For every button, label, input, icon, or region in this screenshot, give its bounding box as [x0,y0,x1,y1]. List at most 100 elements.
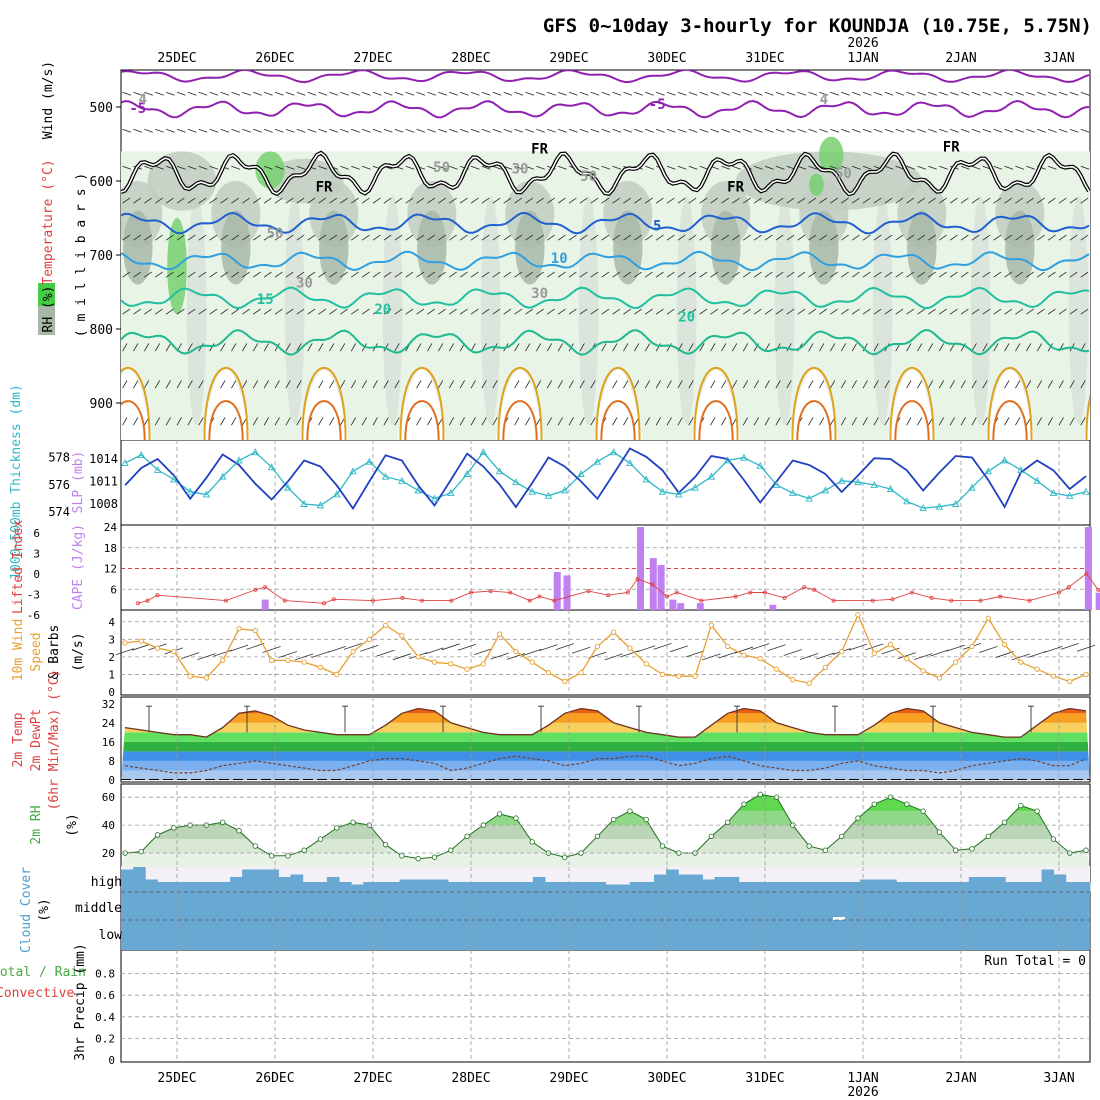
wind-barb [873,234,882,241]
thickness-point [984,467,993,475]
wind-barb [721,271,730,278]
wind10-point [627,645,633,651]
cape-bar [677,603,685,610]
wind-barb [645,91,654,96]
warm-core [397,369,447,440]
wind-barb [710,343,716,352]
wind-barb [252,308,261,315]
wind-barb [535,380,542,389]
wind-barb [895,165,905,170]
cloud-gap [833,917,845,920]
wind-barb [394,234,403,241]
wind-barb [949,308,958,315]
wind-barb [699,91,709,96]
thickness-point [1049,489,1058,497]
wind-barb [122,197,131,204]
wind-barb [525,343,531,352]
rh-point [529,839,535,845]
wind-barb [481,197,490,204]
thickness-point [675,490,683,498]
wind-barb [590,234,599,241]
wind-barb [1004,417,1010,426]
thickness-point [1033,476,1041,484]
wind-barb [318,343,324,352]
wind10-tick: 4 [108,616,115,629]
wind-barb [786,417,792,426]
wind-barb [732,234,740,241]
wind-barb [623,308,632,315]
wind-barb [644,234,653,241]
wind-barb [710,308,719,315]
wind-barb [470,417,476,426]
wind-barb [971,165,981,170]
wind-barb [133,128,143,133]
thickness-point [300,500,308,507]
wind-barb [601,197,610,204]
wind-barb [372,380,378,389]
warm-contour [987,366,1033,441]
li-point [586,589,591,594]
thickness-point [886,485,895,492]
wind-barb [503,271,512,278]
wind-barb [688,165,698,170]
wind-barb [242,234,250,241]
x-tick-bottom: 3JAN [1043,1071,1074,1086]
cloud-high-bar [690,874,703,892]
wind-barb [274,271,283,278]
wind-barb [470,343,476,352]
thickness-point [789,489,797,497]
cape-bar [769,604,777,610]
wind10-barb [360,644,379,652]
li-point [488,589,493,594]
temp-band [121,741,1090,752]
wind-barb [1004,234,1013,241]
wind-barb [928,197,936,204]
wind-barb [557,234,566,241]
wind-barb [427,234,436,241]
wind-barb [753,271,762,278]
thickness-point [1017,465,1025,473]
wind10-barb [262,646,281,653]
wind-barb [917,91,927,96]
rh-shade [319,210,349,285]
wind-barb [329,197,338,204]
wind-barb [971,343,977,352]
li-point [949,598,954,603]
rh-shade [872,195,893,426]
wind-barb [459,197,468,204]
wind-barb [688,343,694,352]
axis-label-temp-a: 2m Temp [11,712,26,767]
wind-barb [133,197,142,204]
wind-barb [252,380,259,389]
wind-barb [187,197,196,204]
wind-barb [220,197,229,204]
wind-barb [176,197,185,204]
wind-barb [808,91,818,96]
wind-barb [568,197,577,204]
wind-barb [503,165,513,170]
wind-barb [1047,417,1053,426]
wind-barb [1015,165,1025,170]
rh-point [920,808,926,814]
li-point [1057,590,1062,595]
wind-barb [339,380,346,389]
li-point [449,598,454,603]
wind-barb [220,234,229,241]
wind-barb [1047,343,1053,352]
wind10-barb [181,652,200,659]
contour-label: 30 [531,286,548,302]
contour-label: FR [531,142,548,158]
cloud-high-bar [339,882,352,892]
cloud-high-bar [920,882,934,892]
wind-barb [830,308,838,315]
warm-contour [502,400,538,441]
wind10-point [1083,671,1089,678]
wind-barb [753,165,763,170]
contour-label: 50 [580,169,597,185]
wind-barb [612,91,622,96]
wind-barb [732,128,741,133]
wind10-barb [816,652,835,660]
wind-barb [470,271,479,278]
rh-point [904,801,910,807]
wind-barb [122,380,128,389]
